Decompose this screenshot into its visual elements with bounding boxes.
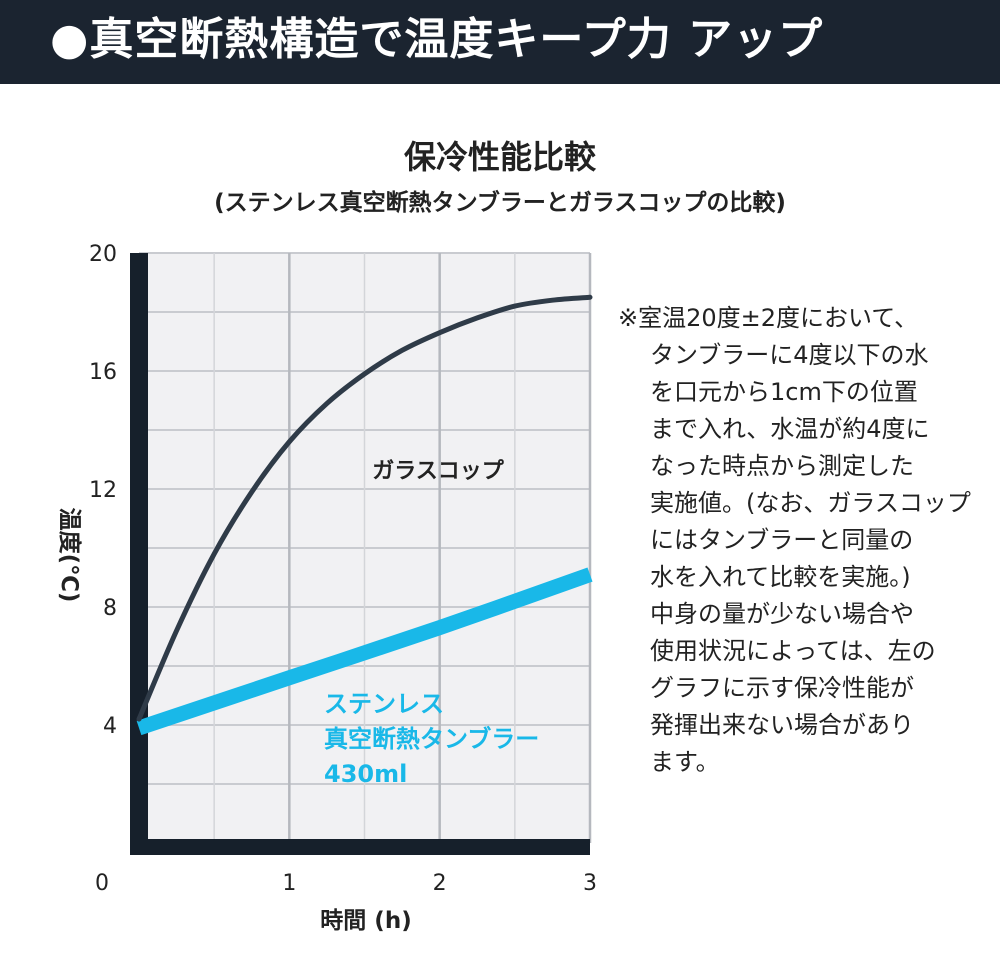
chart-title: 保冷性能比較	[403, 138, 596, 176]
note-line: 実施値。(なお、ガラスコップ	[650, 489, 971, 517]
note-line: 水を入れて比較を実施。)	[650, 563, 911, 591]
header-title: ●真空断熱構造で温度キープ力 アップ	[50, 14, 824, 65]
note-line: を口元から1cm下の位置	[650, 378, 918, 406]
note-line: ます。	[650, 748, 720, 776]
series-line-glass-cup	[136, 294, 593, 722]
note-line: タンブラーに4度以下の水	[650, 341, 929, 369]
x-axis-label: 時間 (h)	[320, 908, 411, 934]
note-line: グラフに示す保冷性能が	[650, 674, 914, 702]
note-line: まで入れ、水温が約4度に	[650, 415, 930, 443]
y-tick-label: 4	[103, 714, 117, 739]
measurement-note: ※室温20度±2度において、タンブラーに4度以下の水 を口元から1cm下の位置 まで…	[618, 300, 990, 781]
note-line: なった時点から測定した	[650, 452, 914, 480]
header-banner: ●真空断熱構造で温度キープ力 アップ	[0, 0, 1000, 84]
x-tick-label: 2	[433, 871, 447, 896]
note-line: にはタンブラーと同量の	[650, 526, 914, 554]
x-tick-label: 0	[95, 871, 109, 896]
y-axis-label: 温度(℃)	[56, 508, 83, 603]
y-tick-label: 8	[103, 596, 117, 621]
note-line: 中身の量が少ない場合や	[650, 600, 914, 628]
y-tick-label: 16	[89, 360, 117, 385]
note-line: 発揮出来ない場合があり	[650, 711, 914, 739]
series-label-tumbler: 真空断熱タンブラー	[324, 725, 539, 753]
chart-subtitle: (ステンレス真空断熱タンブラーとガラスコップの比較)	[214, 190, 786, 216]
y-tick-label: 20	[89, 242, 117, 267]
y-tick-label: 12	[89, 478, 117, 503]
x-tick-label: 1	[282, 871, 296, 896]
series-label-tumbler: ステンレス	[324, 690, 444, 718]
note-line: ※室温20度±2度において、	[618, 304, 919, 332]
series-line-tumbler	[136, 567, 593, 736]
x-tick-label: 3	[583, 871, 597, 896]
note-line: 使用状況によっては、左の	[650, 637, 936, 665]
series-label-glass-cup: ガラスコップ	[372, 459, 505, 484]
series-label-tumbler: 430ml	[324, 760, 407, 788]
